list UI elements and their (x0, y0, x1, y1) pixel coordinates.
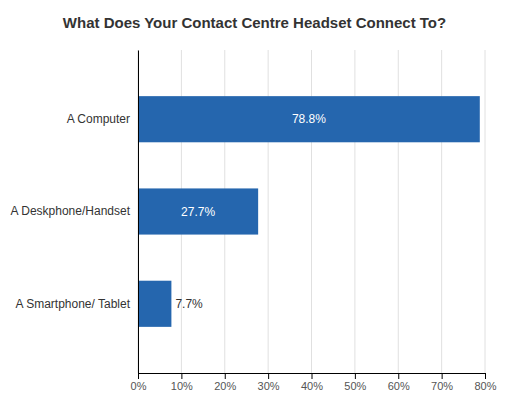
x-tick: 20% (214, 373, 236, 392)
y-tick: A Computer (67, 112, 138, 126)
x-tick: 10% (171, 373, 193, 392)
x-tick-mark (181, 373, 182, 379)
plot-area: 0% 10% 20% 30% 40% 50% 60% 70% 80% A Smartphone/ … (11, 50, 497, 392)
bars (138, 96, 480, 327)
x-tick-label: 60% (388, 380, 410, 392)
bar (138, 96, 480, 142)
y-tick: A Smartphone/ Tablet (15, 297, 138, 311)
x-tick: 50% (344, 373, 366, 392)
x-tick-mark (355, 373, 356, 379)
grid-line (138, 50, 139, 373)
x-tick-label: 0% (131, 380, 147, 392)
x-tick-mark (138, 373, 139, 379)
bar (138, 188, 258, 234)
data-label: 27.7% (181, 205, 215, 219)
x-axis: 0% 10% 20% 30% 40% 50% 60% 70% 80% (131, 373, 497, 392)
x-tick: 60% (388, 373, 410, 392)
x-tick: 30% (258, 373, 280, 392)
data-label: 78.8% (292, 112, 326, 126)
x-tick-label: 20% (214, 380, 236, 392)
grid (138, 50, 485, 373)
chart-container: What Does Your Contact Centre Headset Co… (0, 0, 509, 409)
data-label: 7.7% (175, 297, 203, 311)
x-tick-mark (312, 373, 313, 379)
x-tick-mark (398, 373, 399, 379)
y-tick-label: A Deskphone/Handset (11, 204, 131, 218)
y-tick: A Deskphone/Handset (11, 204, 138, 218)
chart-svg: What Does Your Contact Centre Headset Co… (0, 0, 509, 409)
x-tick: 80% (474, 373, 496, 392)
data-labels: 7.7% 27.7% 78.8% (175, 112, 326, 311)
x-tick-label: 80% (474, 380, 496, 392)
x-tick-label: 50% (344, 380, 366, 392)
x-tick: 40% (301, 373, 323, 392)
x-tick-label: 10% (171, 380, 193, 392)
x-tick-label: 40% (301, 380, 323, 392)
x-tick-label: 70% (431, 380, 453, 392)
y-tick-label: A Computer (67, 112, 130, 126)
bar (138, 281, 171, 327)
x-tick-mark (225, 373, 226, 379)
x-tick-label: 30% (258, 380, 280, 392)
x-tick-mark (442, 373, 443, 379)
x-tick: 70% (431, 373, 453, 392)
y-axis: A Smartphone/ Tablet A Deskphone/Handset A… (11, 51, 139, 374)
y-tick-label: A Smartphone/ Tablet (15, 297, 130, 311)
chart-title: What Does Your Contact Centre Headset Co… (63, 14, 446, 31)
x-tick-mark (268, 373, 269, 379)
y-axis-line (138, 51, 139, 374)
x-tick: 0% (131, 373, 147, 392)
x-tick-mark (485, 373, 486, 379)
grid-line (485, 50, 486, 373)
